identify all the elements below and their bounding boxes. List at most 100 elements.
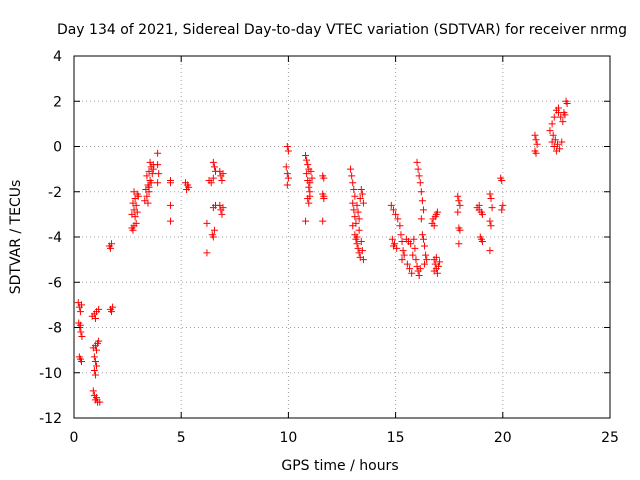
data-point [302,152,310,160]
data-point [90,353,98,361]
data-point [149,165,157,173]
data-point [284,174,292,182]
data-point [209,233,217,241]
data-point [78,333,86,341]
data-point [129,199,137,207]
data-point [478,238,486,246]
data-point [166,179,174,187]
data-point [416,265,424,273]
data-point [91,371,99,379]
data-point [397,231,405,239]
data-point [430,267,438,275]
data-point [350,185,358,193]
data-point [455,240,463,248]
data-point [406,265,414,273]
data-point [349,179,357,187]
data-point [422,251,430,259]
data-point [146,158,154,166]
data-point [147,179,155,187]
data-point [203,219,211,227]
data-point [389,242,397,250]
data-point [398,256,406,264]
data-point [417,215,425,223]
data-point [96,398,104,406]
data-point [283,170,291,178]
data-point [129,226,137,234]
data-point [219,204,227,212]
data-point [77,328,85,336]
data-point [347,165,355,173]
data-point [550,143,558,150]
data-point [108,308,116,316]
data-point [399,247,407,255]
data-point [218,176,226,184]
data-point [282,163,290,171]
data-point [436,258,444,266]
y-tick-label: -6 [48,275,62,291]
data-point [133,208,141,216]
data-point [320,174,328,182]
data-point [389,206,397,214]
data-point [76,321,84,329]
data-point [558,138,566,146]
data-point [307,167,315,175]
y-tick-label: -2 [48,185,62,201]
data-point [353,240,361,248]
grid-layer [74,56,610,418]
data-point [396,222,404,230]
data-point [400,251,408,259]
data-point [355,215,363,223]
data-point [155,170,163,178]
data-point [359,199,367,207]
data-point [561,111,569,119]
data-point [93,362,101,370]
data-point [415,271,423,279]
data-point [416,179,424,187]
data-point [358,190,366,198]
data-point [559,118,567,126]
data-point [487,222,495,230]
data-point [557,113,565,121]
data-point [78,357,86,365]
data-point [354,244,362,252]
x-tick-label: 5 [177,430,186,446]
data-point [550,113,558,121]
data-point [303,156,311,164]
data-point [486,247,494,255]
x-tick-label: 15 [387,430,405,446]
data-point [408,269,416,277]
data-point [392,210,400,218]
data-point [555,104,563,112]
data-point [76,308,84,316]
data-point [532,149,540,157]
data-point [394,215,402,223]
x-tick-label: 0 [70,430,79,446]
data-point [350,206,358,214]
data-point [349,222,357,230]
data-point [487,195,495,203]
data-point [418,197,426,205]
data-point [219,170,227,178]
data-point [454,208,462,216]
data-point [144,199,152,207]
data-point [418,231,426,239]
data-point [302,217,310,225]
data-point [106,244,114,252]
data-point [134,192,142,200]
data-point [304,161,312,169]
data-point [456,201,464,209]
data-point [306,179,314,187]
data-point [95,305,103,313]
data-point [407,240,415,248]
data-point [353,201,361,209]
data-point [90,366,98,374]
data-point [419,206,427,214]
data-point [423,256,431,264]
data-point [78,301,86,309]
data-point [95,337,103,345]
data-point [413,158,421,166]
data-point [486,190,494,198]
data-point [283,181,291,189]
data-point [145,183,153,191]
data-point [108,240,116,248]
